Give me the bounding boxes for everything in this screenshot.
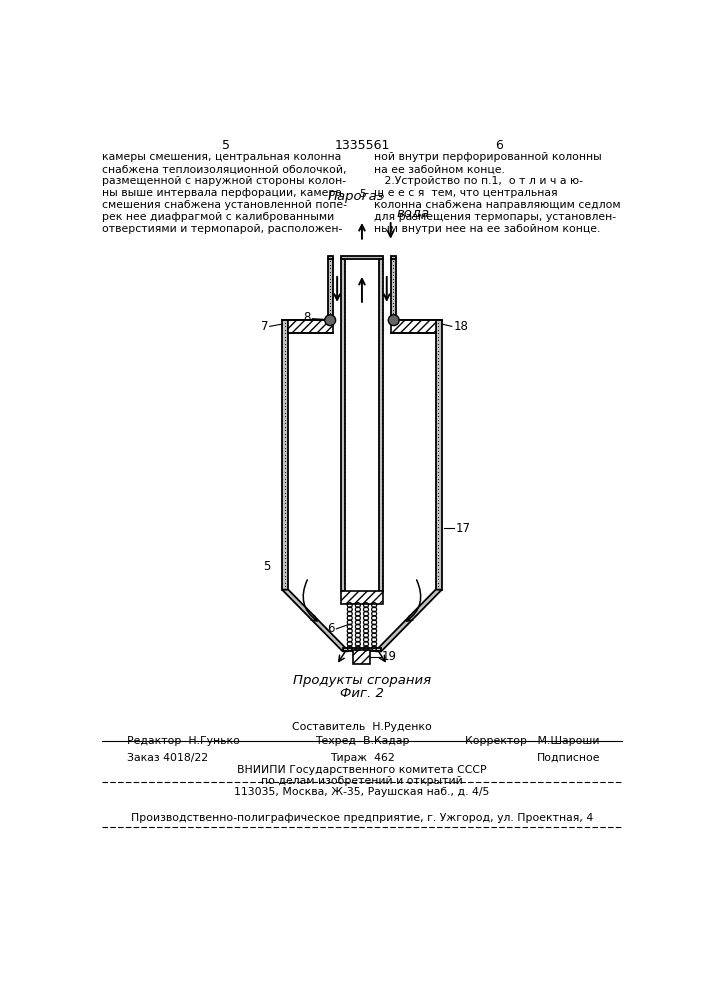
Text: для размещения термопары, установлен-: для размещения термопары, установлен- — [373, 212, 616, 222]
Polygon shape — [436, 320, 442, 590]
Polygon shape — [341, 259, 345, 591]
Text: 8: 8 — [303, 311, 311, 324]
Text: Заказ 4018/22: Заказ 4018/22 — [127, 753, 209, 763]
Polygon shape — [391, 256, 396, 259]
Text: 19: 19 — [382, 650, 397, 663]
Text: 7: 7 — [261, 320, 268, 333]
Polygon shape — [341, 256, 383, 259]
Text: снабжена теплоизоляционной оболочкой,: снабжена теплоизоляционной оболочкой, — [103, 164, 347, 174]
Text: по делам изобретений и открытий: по делам изобретений и открытий — [261, 776, 463, 786]
Text: Фиг. 2: Фиг. 2 — [340, 687, 384, 700]
Text: Производственно-полиграфическое предприятие, г. Ужгород, ул. Проектная, 4: Производственно-полиграфическое предприя… — [131, 813, 593, 823]
Text: размещенной с наружной стороны колон-: размещенной с наружной стороны колон- — [103, 176, 346, 186]
Text: 113035, Москва, Ж-35, Раушская наб., д. 4/5: 113035, Москва, Ж-35, Раушская наб., д. … — [234, 787, 490, 797]
Text: 5: 5 — [221, 139, 230, 152]
Text: ВНИИПИ Государственного комитета СССР: ВНИИПИ Государственного комитета СССР — [237, 765, 486, 775]
Text: ны выше интервала перфорации, камера: ны выше интервала перфорации, камера — [103, 188, 342, 198]
Polygon shape — [375, 590, 442, 651]
Text: 6: 6 — [495, 139, 503, 152]
Polygon shape — [328, 256, 333, 259]
Text: ной внутри перфорированной колонны: ной внутри перфорированной колонны — [373, 152, 602, 162]
Polygon shape — [282, 590, 349, 651]
Circle shape — [388, 315, 399, 326]
Text: камеры смешения, центральная колонна: камеры смешения, центральная колонна — [103, 152, 341, 162]
Text: 1335561: 1335561 — [334, 139, 390, 152]
Text: Парогаз: Парогаз — [327, 190, 384, 203]
Text: 2.Устройство по п.1,  о т л и ч а ю-: 2.Устройство по п.1, о т л и ч а ю- — [373, 176, 583, 186]
Polygon shape — [354, 650, 370, 664]
Text: Подписное: Подписное — [537, 753, 600, 763]
Text: Редактор  Н.Гунько: Редактор Н.Гунько — [127, 736, 240, 746]
Text: вода: вода — [397, 206, 430, 219]
Polygon shape — [391, 320, 436, 333]
Text: Техред  В.Кадар: Техред В.Кадар — [315, 736, 409, 746]
Polygon shape — [288, 320, 333, 333]
Text: 17: 17 — [456, 522, 471, 535]
Text: 18: 18 — [453, 320, 468, 333]
Text: Продукты сгорания: Продукты сгорания — [293, 674, 431, 687]
Text: рек нее диафрагмой с калиброванными: рек нее диафрагмой с калиброванными — [103, 212, 334, 222]
Polygon shape — [341, 591, 383, 604]
Polygon shape — [391, 259, 396, 320]
Text: 5: 5 — [263, 560, 271, 573]
Text: ным внутри нее на ее забойном конце.: ным внутри нее на ее забойном конце. — [373, 224, 600, 234]
Text: отверстиями и термопарой, расположен-: отверстиями и термопарой, расположен- — [103, 224, 343, 234]
Text: Корректор   М.Шароши: Корректор М.Шароши — [465, 736, 600, 746]
Text: Тираж  462: Тираж 462 — [329, 753, 395, 763]
Polygon shape — [328, 259, 333, 320]
Polygon shape — [379, 259, 383, 591]
Polygon shape — [343, 648, 381, 651]
Circle shape — [325, 315, 336, 326]
Polygon shape — [282, 320, 288, 590]
Text: на ее забойном конце.: на ее забойном конце. — [373, 164, 505, 174]
Text: 6: 6 — [327, 622, 335, 635]
Text: колонна снабжена направляющим седлом: колонна снабжена направляющим седлом — [373, 200, 620, 210]
Text: щ е е с я  тем, что центральная: щ е е с я тем, что центральная — [373, 188, 557, 198]
Text: Составитель  Н.Руденко: Составитель Н.Руденко — [292, 722, 432, 732]
Text: 5: 5 — [359, 189, 366, 199]
Text: смешения снабжена установленной попе-: смешения снабжена установленной попе- — [103, 200, 347, 210]
